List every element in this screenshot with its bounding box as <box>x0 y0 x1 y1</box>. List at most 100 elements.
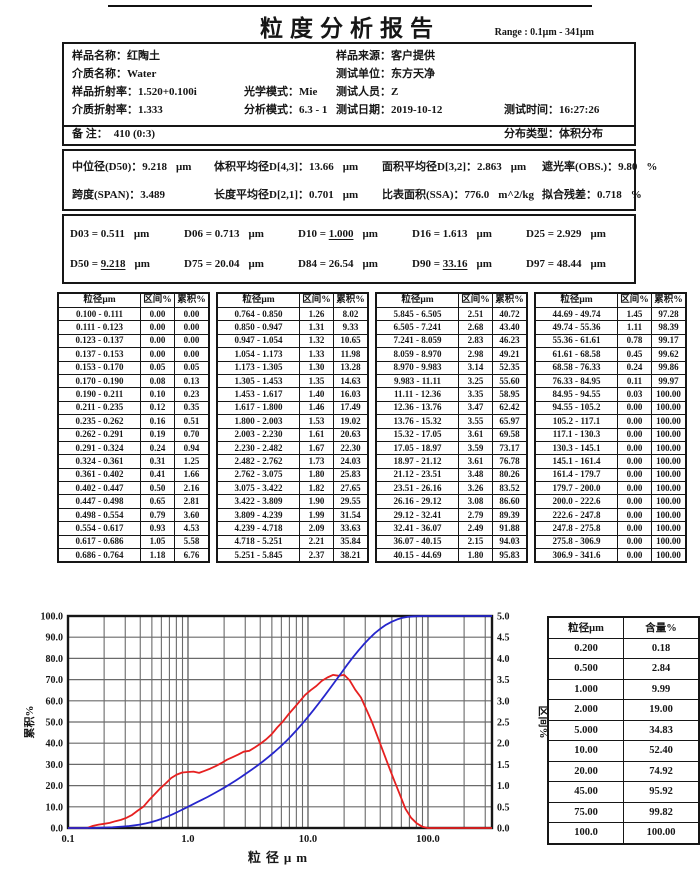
d-name: D16 = <box>412 228 443 240</box>
interval-cell: 1.33 <box>299 347 334 362</box>
cumulative-cell: 0.13 <box>174 373 210 389</box>
interval-cell: 3.08 <box>458 494 493 509</box>
table-row: 0.111 - 0.123 0.00 0.00 <box>57 320 210 335</box>
size-range-cell: 0.291 - 0.324 <box>57 440 141 456</box>
cumulative-cell: 89.39 <box>492 507 528 523</box>
table-row: 26.16 - 29.12 3.08 86.60 <box>375 494 528 509</box>
cumulative-cell: 94.03 <box>492 534 528 550</box>
size-range-cell: 0.153 - 0.170 <box>57 360 141 375</box>
cumulative-cell: 1.66 <box>174 467 210 483</box>
field-medium-name: 介质名称：Water <box>72 68 156 81</box>
size-range-cell: 23.51 - 26.16 <box>375 481 459 496</box>
interval-header: 区间% <box>458 292 493 308</box>
size-range-cell: 26.16 - 29.12 <box>375 494 459 509</box>
interval-cell: 0.12 <box>140 400 175 416</box>
cumulative-cell: 100.00 <box>651 534 687 550</box>
size-cell: 100.0 <box>547 822 624 844</box>
d-value: 20.04 <box>214 258 240 270</box>
cumulative-cell: 100.00 <box>651 454 687 469</box>
table-row: 1.000 9.99 <box>547 678 700 700</box>
cumulative-cell: 86.60 <box>492 494 528 509</box>
table-row: 0.190 - 0.211 0.10 0.23 <box>57 387 210 402</box>
cumulative-cell: 27.65 <box>333 481 369 496</box>
field-label: 介质名称： <box>72 68 127 80</box>
cumulative-cell: 100.00 <box>651 440 687 456</box>
interval-cell: 0.00 <box>617 414 652 429</box>
cumulative-cell: 100.00 <box>651 481 687 496</box>
field-value: 红陶土 <box>127 50 160 62</box>
stat-span: 跨度(SPAN)：3.489 <box>72 189 174 202</box>
size-range-cell: 0.211 - 0.235 <box>57 400 141 416</box>
d-name: D84 = <box>298 258 329 270</box>
interval-cell: 0.00 <box>617 521 652 536</box>
table-row: 0.170 - 0.190 0.08 0.13 <box>57 373 210 389</box>
table-row: 1.453 - 1.617 1.40 16.03 <box>216 387 369 402</box>
cumulative-cell: 98.39 <box>651 320 687 335</box>
table-row: 247.8 - 275.8 0.00 100.00 <box>534 521 687 536</box>
svg-text:50.0: 50.0 <box>46 718 64 729</box>
field-value: 1.520+0.100i <box>138 86 197 98</box>
size-range-cell: 0.111 - 0.123 <box>57 320 141 335</box>
field-label: 测试时间： <box>504 104 559 116</box>
table-row: 5.000 34.83 <box>547 719 700 741</box>
table-row: 3.075 - 3.422 1.82 27.65 <box>216 481 369 496</box>
table-row: 40.15 - 44.69 1.80 95.83 <box>375 548 528 563</box>
table-row: 61.61 - 68.58 0.45 99.62 <box>534 347 687 362</box>
cumulative-cell: 0.00 <box>174 333 210 349</box>
d-value-d97: D97 = 48.44 μm <box>526 258 606 271</box>
table-row: 10.00 52.40 <box>547 740 700 762</box>
interval-cell: 0.00 <box>617 481 652 496</box>
table-row: 222.6 - 247.8 0.00 100.00 <box>534 507 687 523</box>
field-label: 备 注： <box>72 128 108 140</box>
interval-cell: 1.73 <box>299 454 334 469</box>
table-row: 0.123 - 0.137 0.00 0.00 <box>57 333 210 349</box>
cumulative-cell: 0.94 <box>174 440 210 456</box>
interval-cell: 0.45 <box>617 347 652 362</box>
cumulative-cell: 99.17 <box>651 333 687 349</box>
plot-border <box>66 614 494 830</box>
table-header-row: 粒径μm 区间% 累积% <box>57 292 210 308</box>
table-row: 0.291 - 0.324 0.24 0.94 <box>57 440 210 456</box>
field-sample-refractive-index: 样品折射率：1.520+0.100i <box>72 86 197 99</box>
psd-chart-svg: 0.0 10.0 20.0 30.0 40.0 50.0 60.0 70.0 80.0 90.0 1… <box>22 612 550 866</box>
d-value-d16: D16 = 1.613 μm <box>412 228 492 241</box>
cumulative-cell: 46.23 <box>492 333 528 349</box>
interval-cell: 2.79 <box>458 507 493 523</box>
size-range-cell: 2.003 - 2.230 <box>216 427 300 442</box>
interval-cell: 1.53 <box>299 414 334 429</box>
cumulative-cell: 24.03 <box>333 454 369 469</box>
d-unit: μm <box>248 228 264 240</box>
statistics-box: 中位径(D50)：9.218 μm 体积平均径D[4,3]：13.66 μm 面积平… <box>62 149 657 211</box>
table-header-row: 粒径μm 区间% 累积% <box>375 292 528 308</box>
cumulative-cell: 25.83 <box>333 467 369 483</box>
field-label: 介质折射率： <box>72 104 138 116</box>
d-value-d50: D50 = 9.218 μm <box>70 258 150 271</box>
cumulative-cell: 100.00 <box>651 387 687 402</box>
svg-text:3.5: 3.5 <box>497 675 510 686</box>
stat-unit: m^2/kg <box>498 189 534 201</box>
cumulative-cell: 22.30 <box>333 440 369 456</box>
size-range-cell: 8.059 - 8.970 <box>375 347 459 362</box>
cumulative-cell: 6.76 <box>174 548 210 563</box>
size-range-cell: 179.7 - 200.0 <box>534 481 618 496</box>
size-range-cell: 9.983 - 11.11 <box>375 373 459 389</box>
size-cell: 0.500 <box>547 658 624 680</box>
cumulative-cell: 0.23 <box>174 387 210 402</box>
svg-text:4.5: 4.5 <box>497 633 510 644</box>
table-row: 0.617 - 0.686 1.05 5.58 <box>57 534 210 550</box>
interval-cell: 0.00 <box>617 534 652 550</box>
svg-text:100.0: 100.0 <box>416 834 440 845</box>
d-name: D06 = <box>184 228 215 240</box>
distribution-table-group-3: 粒径μm 区间% 累积% 5.845 - 6.505 2.51 40.72 6.505 - … <box>375 292 528 564</box>
size-range-cell: 3.809 - 4.239 <box>216 507 300 523</box>
svg-text:90.0: 90.0 <box>46 633 64 644</box>
table-row: 29.12 - 32.41 2.79 89.39 <box>375 507 528 523</box>
distribution-table-group-4: 粒径μm 区间% 累积% 44.69 - 49.74 1.45 97.28 49.74 - … <box>534 292 687 564</box>
table-row: 3.422 - 3.809 1.90 29.55 <box>216 494 369 509</box>
table-row: 55.36 - 61.61 0.78 99.17 <box>534 333 687 349</box>
size-range-cell: 2.230 - 2.482 <box>216 440 300 456</box>
size-range-cell: 94.55 - 105.2 <box>534 400 618 416</box>
stat-value: 776.0 <box>464 189 490 201</box>
stat-label: 拟合残差： <box>542 189 597 201</box>
cumulative-cell: 0.00 <box>174 320 210 335</box>
